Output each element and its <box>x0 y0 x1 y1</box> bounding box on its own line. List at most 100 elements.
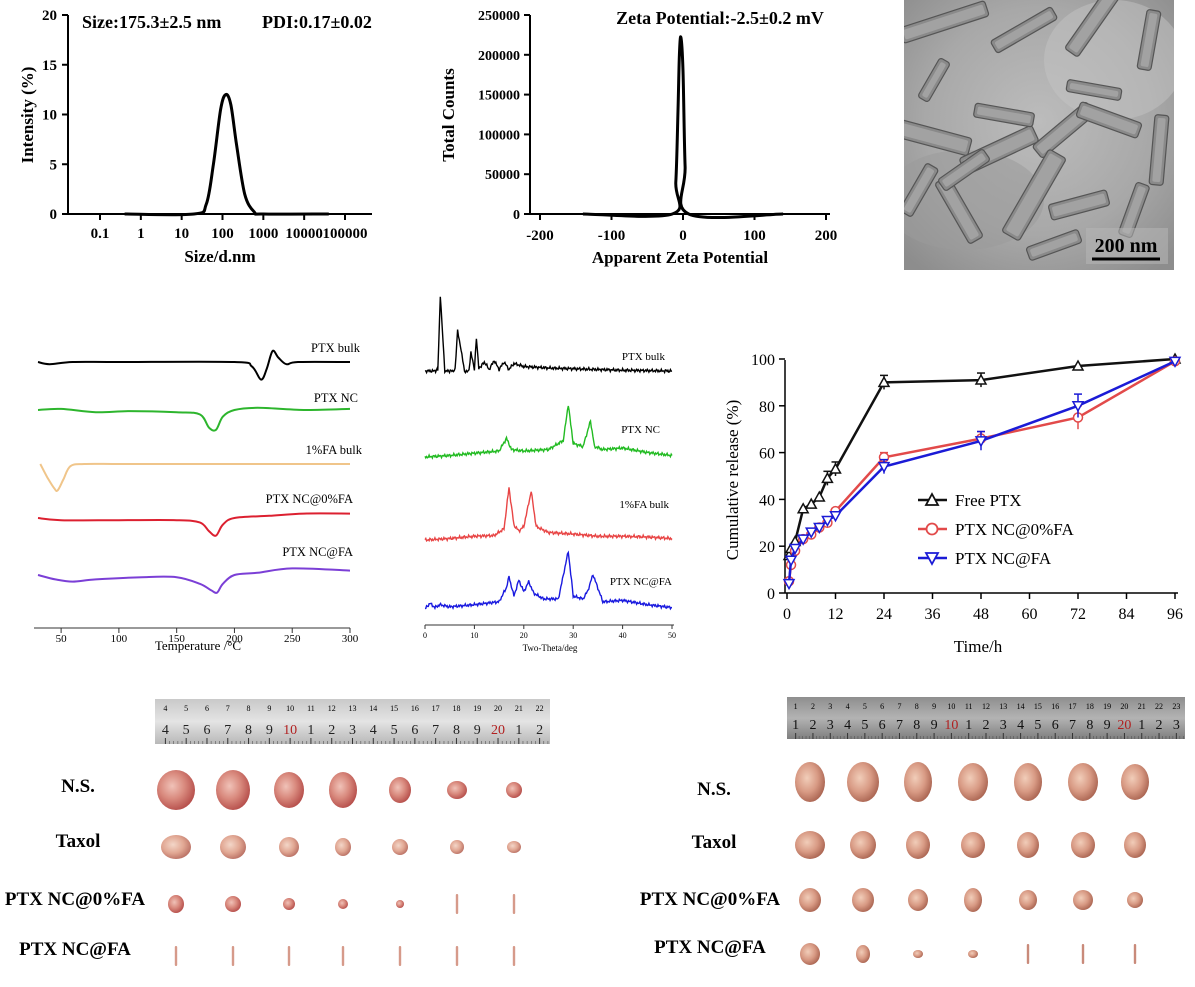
dsc-chart: PTX bulk PTX NC 1%FA bulk PTX NC@0%FA PTX NC… <box>34 341 363 653</box>
dsc-x-tick-label: 50 <box>56 633 68 645</box>
dsc-curve <box>37 512 351 537</box>
ruler-small-number: 21 <box>515 704 523 713</box>
zeta-x-tick-label: 0 <box>679 228 687 244</box>
ruler-small-number: 22 <box>536 704 544 713</box>
ruler-number: 7 <box>1069 718 1076 733</box>
ruler-small-number: 12 <box>328 704 336 713</box>
tem-rod-core <box>904 118 969 152</box>
ruler-number: 20 <box>1117 718 1131 733</box>
tem-rod-core <box>904 167 934 213</box>
dsc-curve-label: PTX bulk <box>311 341 361 355</box>
tem-rod <box>990 6 1058 54</box>
tumor-sample <box>329 772 357 808</box>
release-y-tick-label: 80 <box>759 399 775 416</box>
zeta-x-tick-label: -100 <box>598 228 626 244</box>
ruler-small-number: 17 <box>1069 702 1077 711</box>
xrd-x-tick-label: 30 <box>569 631 577 640</box>
xrd-curve <box>424 487 673 543</box>
ruler-small-number: 15 <box>390 704 398 713</box>
release-x-tick-label: 36 <box>925 606 941 623</box>
tumor-remnant <box>341 946 345 966</box>
xrd-curve-label: 1%FA bulk <box>619 499 669 511</box>
tumor-remnant <box>231 946 235 966</box>
ruler-small-number: 21 <box>1138 702 1146 711</box>
tumor-sample <box>507 841 521 853</box>
tumor-sample <box>450 840 464 854</box>
dls-x-tick-label: 10 <box>174 226 189 242</box>
tumor-sample <box>800 943 820 965</box>
tumor-sample <box>389 777 411 803</box>
release-x-tick-label: 60 <box>1022 606 1038 623</box>
dsc-x-tick-label: 300 <box>342 633 359 645</box>
zeta-x-tick-label: 200 <box>815 228 838 244</box>
ruler-small-number: 22 <box>1155 702 1163 711</box>
ruler-small-number: 14 <box>369 704 377 713</box>
xrd-x-tick-label: 40 <box>619 631 627 640</box>
tumor-remnant <box>1133 944 1137 964</box>
zeta-x-tick-label: 100 <box>743 228 766 244</box>
ruler-number: 1 <box>965 718 972 733</box>
xrd-x-label: Two-Theta/deg <box>523 643 578 653</box>
tumor-sample <box>1068 763 1098 801</box>
release-x-tick-label: 72 <box>1070 606 1086 623</box>
tumor-sample <box>1071 832 1095 858</box>
release-x-tick-label: 96 <box>1167 606 1183 623</box>
tem-rod-core <box>977 106 1031 124</box>
release-legend-marker <box>925 522 939 536</box>
ruler-small-number: 20 <box>494 704 502 713</box>
release-point <box>829 462 842 474</box>
ruler-number: 8 <box>1086 718 1093 733</box>
tumor-remnant <box>1081 944 1085 964</box>
tem-rod-core <box>1069 0 1119 53</box>
release-y-tick-label: 40 <box>759 492 775 509</box>
release-x-tick-label: 48 <box>973 606 989 623</box>
tem-rod <box>1026 229 1082 261</box>
release-legend-label: PTX NC@FA <box>955 549 1052 568</box>
ruler-small-number: 1 <box>794 702 798 711</box>
ruler-number: 3 <box>1173 718 1180 733</box>
ruler-number: 4 <box>844 718 851 733</box>
ruler-number: 8 <box>453 723 460 738</box>
tem-micrograph: 200 nm <box>904 0 1174 270</box>
tem-scale-label: 200 nm <box>1095 235 1158 257</box>
tumor-sample <box>283 898 295 910</box>
ruler-number: 6 <box>203 723 210 738</box>
ruler-number: 10 <box>283 723 297 738</box>
ruler-number: 2 <box>1156 718 1163 733</box>
zeta-curve <box>582 35 784 220</box>
ruler-number: 20 <box>491 723 505 738</box>
xrd-x-tick-label: 10 <box>470 631 478 640</box>
ruler-small-number: 13 <box>349 704 357 713</box>
tumor-sample <box>1017 832 1039 858</box>
dsc-x-tick-label: 250 <box>284 633 301 645</box>
dsc-curve <box>37 406 351 432</box>
release-point <box>804 497 818 509</box>
zeta-chart: 0 50000 100000 150000 200000 250000 -200 -100 0… <box>439 8 838 267</box>
dls-x-tick-label: 100000 <box>323 226 368 242</box>
xrd-curve-label: PTX bulk <box>622 351 666 363</box>
release-y-label: Cumulative release (%) <box>723 400 742 561</box>
ruler-small-number: 8 <box>247 704 251 713</box>
ruler-small-number: 9 <box>267 704 271 713</box>
ruler-number: 8 <box>913 718 920 733</box>
dls-x-tick-label: 1000 <box>248 226 278 242</box>
release-x-tick-label: 12 <box>828 606 844 623</box>
ruler-small-number: 11 <box>307 704 315 713</box>
tumor-remnant <box>455 894 459 914</box>
ruler-number: 5 <box>391 723 398 738</box>
tumor-sample <box>1121 764 1149 800</box>
dsc-x-tick-label: 150 <box>168 633 185 645</box>
tem-rod-core <box>942 153 986 187</box>
tumor-sample <box>1014 763 1042 801</box>
dsc-x-tick-label: 100 <box>111 633 128 645</box>
tumor-remnant <box>455 946 459 966</box>
dls-x-tick-label: 10000 <box>285 226 323 242</box>
release-x-tick-label: 0 <box>783 606 791 623</box>
tem-rod <box>1148 114 1170 186</box>
ruler-number: 5 <box>183 723 190 738</box>
release-point <box>877 461 891 474</box>
xrd-x-tick-label: 20 <box>520 631 528 640</box>
tumor-sample <box>847 762 879 802</box>
dls-pdi-annotation: PDI:0.17±0.02 <box>262 12 372 32</box>
tumor-remnant <box>512 946 516 966</box>
